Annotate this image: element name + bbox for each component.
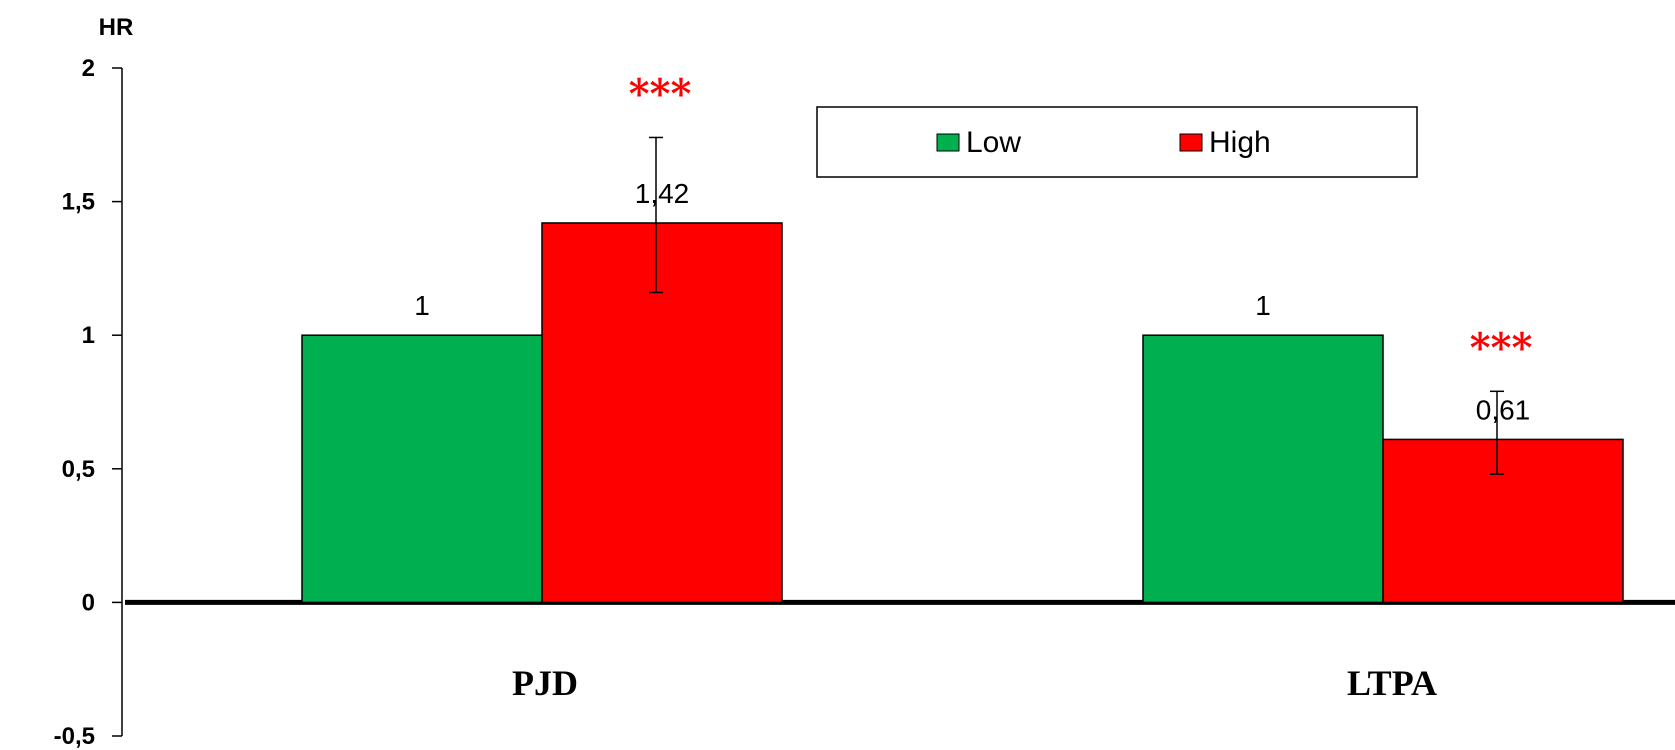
- bar-high-ltpa: [1382, 438, 1624, 604]
- data-label: 1,42: [635, 178, 690, 209]
- significance-marker: ***: [1470, 324, 1533, 371]
- category-label-pjd: PJD: [512, 663, 578, 703]
- legend-label-low: Low: [966, 126, 1021, 159]
- legend-swatch-low: [936, 133, 960, 152]
- data-label: 1: [414, 290, 430, 321]
- legend: Low High: [816, 106, 1418, 178]
- legend-swatch-high: [1179, 133, 1203, 152]
- category-label-ltpa: LTPA: [1347, 663, 1437, 703]
- y-tick-label: 1: [82, 322, 95, 349]
- y-tick-label: -0,5: [54, 723, 95, 750]
- y-tick-label: 0,5: [62, 456, 95, 483]
- bar-high-pjd: [541, 222, 783, 604]
- y-tick-label: 2: [82, 55, 95, 82]
- significance-marker: ***: [629, 70, 692, 117]
- bar-low-pjd: [301, 334, 543, 604]
- data-label: 0,61: [1476, 394, 1531, 425]
- y-tick-label: 1,5: [62, 189, 95, 216]
- y-axis-title: HR: [99, 14, 134, 41]
- bars: [301, 222, 1624, 604]
- y-tick-label: 0: [82, 589, 95, 616]
- legend-box: [816, 106, 1418, 178]
- bar-low-ltpa: [1142, 334, 1384, 604]
- data-label: 1: [1255, 290, 1271, 321]
- legend-label-high: High: [1209, 126, 1271, 159]
- data-labels: 1 1,42 *** 1 0,61 ***: [414, 70, 1533, 475]
